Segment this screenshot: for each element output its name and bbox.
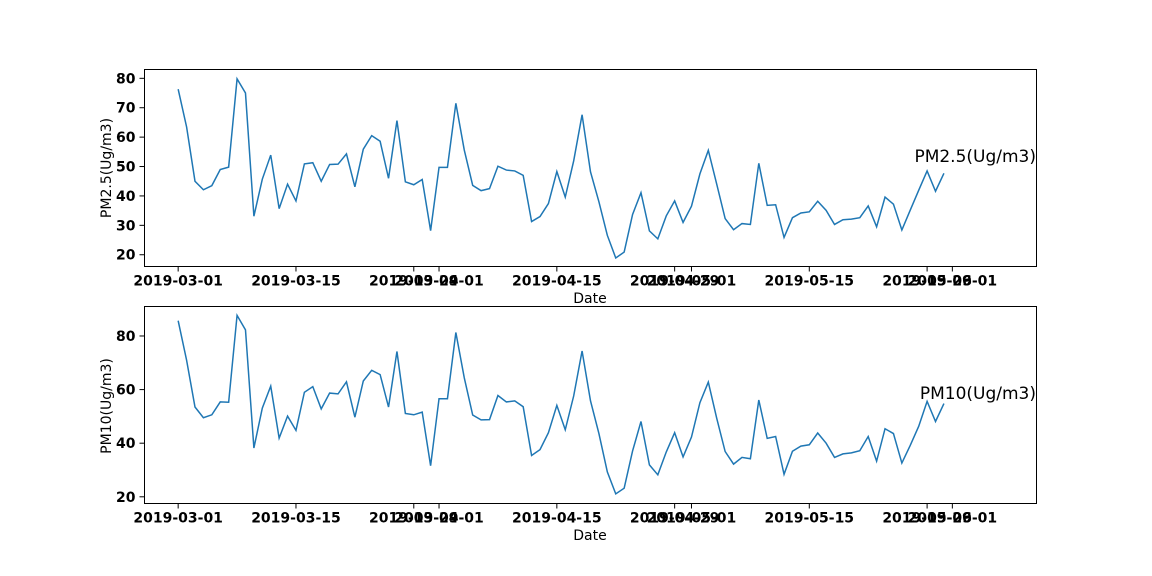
x-tick-label: 2019-04-29 — [630, 274, 720, 290]
plot-area-pm10 — [144, 306, 1037, 504]
x-tick-label: 2019-03-29 — [369, 274, 459, 290]
y-tick-label: 20 — [116, 490, 136, 506]
x-tick-label: 2019-06-01 — [908, 511, 998, 527]
x-tick-label: 2019-04-01 — [394, 274, 484, 290]
y-tick-label: 20 — [116, 248, 136, 264]
x-axis-label-pm25: Date — [573, 291, 606, 307]
xticks-pm10: 2019-03-01 2019-03-15 2019-03-292019-04-01… — [133, 503, 998, 527]
x-tick-label: 2019-04-29 — [630, 511, 720, 527]
y-tick-label: 60 — [116, 383, 136, 399]
x-tick-label: 2019-05-15 — [765, 511, 855, 527]
x-tick-label: 2019-03-29 — [369, 511, 459, 527]
x-tick-label: 2019-05-29 — [882, 274, 972, 290]
x-tick-label: 2019-03-01 — [133, 274, 223, 290]
xticks-pm25: 2019-03-01 2019-03-15 2019-03-292019-04-01… — [133, 266, 998, 290]
yticks-pm25: 20 30 40 50 60 70 80 — [116, 71, 145, 264]
x-tick-label: 2019-03-15 — [251, 274, 341, 290]
x-axis-label-pm10: Date — [573, 528, 606, 544]
x-tick-label: 2019-03-01 — [133, 511, 223, 527]
y-tick-label: 70 — [116, 101, 136, 117]
y-tick-label: 80 — [116, 71, 136, 87]
y-tick-label: 60 — [116, 130, 136, 146]
y-tick-label: 40 — [116, 436, 136, 452]
x-tick-label: 2019-05-01 — [647, 274, 737, 290]
x-tick-label: 2019-05-01 — [647, 511, 737, 527]
y-tick-label: 40 — [116, 189, 136, 205]
yticks-pm10: 20 40 60 80 — [116, 329, 145, 506]
x-tick-label: 2019-04-01 — [394, 511, 484, 527]
y-axis-label-pm10: PM10(Ug/m3) — [99, 358, 115, 454]
y-tick-label: 50 — [116, 160, 136, 176]
x-tick-label: 2019-04-15 — [512, 274, 602, 290]
annotation-pm25: PM2.5(Ug/m3) — [914, 147, 1036, 167]
x-tick-label: 2019-06-01 — [908, 274, 998, 290]
series-line-pm10 — [177, 312, 945, 495]
y-axis-label-pm25: PM2.5(Ug/m3) — [99, 118, 115, 218]
annotation-pm10: PM10(Ug/m3) — [920, 384, 1036, 404]
series-line-pm25 — [177, 76, 945, 260]
y-tick-label: 80 — [116, 329, 136, 345]
x-tick-label: 2019-04-15 — [512, 511, 602, 527]
plot-area-pm25 — [144, 69, 1037, 267]
x-tick-label: 2019-05-29 — [882, 511, 972, 527]
y-tick-label: 30 — [116, 218, 136, 234]
x-tick-label: 2019-03-15 — [251, 511, 341, 527]
x-tick-label: 2019-05-15 — [765, 274, 855, 290]
